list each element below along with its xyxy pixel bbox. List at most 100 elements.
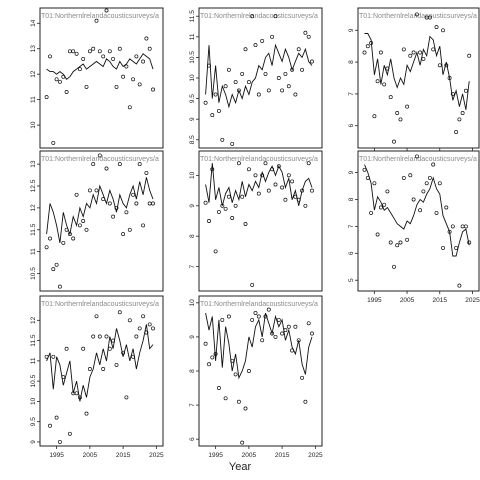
x-tick-label: 2025 [149,452,164,459]
data-point [418,208,423,213]
data-point [290,67,295,72]
y-tick-label: 9 [189,117,196,121]
data-point [382,202,387,207]
panel-frame [39,295,164,447]
data-point [362,50,367,55]
data-point [444,63,449,68]
data-point [457,283,462,288]
data-point [398,240,403,245]
data-point [460,111,465,115]
y-tick-label: 8.5 [189,135,196,144]
data-point [362,167,367,172]
data-point [104,8,109,13]
data-point [117,310,122,315]
panel-grid: T01:Northernlrelandacousticsurveys/a 10 11… [30,7,480,459]
data-point [369,210,374,215]
data-point [431,162,436,167]
panel-frame [198,7,323,149]
data-point [266,188,271,193]
data-point [81,56,86,61]
y-tick-label: 11 [30,96,37,103]
data-point [71,236,76,241]
x-tick-label: 2015 [116,452,131,459]
data-point [246,167,251,172]
data-point [77,223,82,228]
data-point [395,243,400,248]
data-point [220,203,225,208]
y-tick-label: 9 [189,204,196,208]
y-tick-label: 10.5 [30,267,37,280]
data-point [395,111,400,115]
data-point [431,47,436,52]
data-point [286,84,291,89]
panel-title: T01:Northernlrelandacousticsurveys/a [41,156,159,163]
data-point [134,54,139,59]
data-point [388,240,393,245]
y-tick-label: 11.5 [30,223,37,236]
data-point [283,328,288,333]
data-point [141,223,146,228]
data-point [427,175,432,180]
data-point [124,64,129,69]
data-point [280,88,285,93]
data-point [434,210,439,215]
y-tick-label: 7 [348,224,355,228]
y-tick-label: 11 [30,357,37,364]
data-point [226,314,231,319]
panel-title: T01:Northernlrelandacousticsurveys/a [359,13,477,20]
data-point [51,267,56,272]
panel-frame [198,295,323,447]
data-point [270,331,275,336]
data-point [306,161,311,166]
data-point [253,311,258,315]
data-point [107,201,112,206]
y-tick-label: 11.5 [30,334,37,347]
data-point [441,245,445,250]
y-tick-label: 9 [348,170,355,174]
data-point [207,362,211,367]
data-point [256,314,261,319]
data-point [94,18,99,23]
data-point [127,105,132,110]
data-point [276,317,281,322]
data-point [230,358,235,363]
data-point [84,411,89,416]
data-point [276,76,281,80]
data-point [61,240,66,245]
data-point [388,95,393,100]
data-point [57,439,62,444]
data-point [256,191,261,196]
data-point [51,140,56,145]
data-point [260,173,265,178]
data-point [243,222,248,226]
data-point [240,440,245,445]
data-point [250,317,255,322]
data-point [236,88,241,93]
data-point [296,47,301,52]
panel-frame [357,7,480,149]
y-tick-label: 10 [30,121,37,129]
data-point [54,262,59,267]
data-point [144,330,149,335]
data-point [134,201,139,206]
panel-8: T01:Northernlrelandacousticsurveys/a 6 7 8 9… [189,295,323,459]
series-line [364,164,470,257]
x-tick-label: 2015 [433,297,448,304]
data-point [137,326,142,331]
panel-3: T01:Northernlrelandacousticsurveys/a 6 7 8 9… [348,7,480,161]
data-point [111,338,116,343]
data-point [290,179,295,184]
panel-5: T01:Northernlrelandacousticsurveys/a 7 8 9 1… [189,150,323,292]
data-point [147,322,152,327]
data-point [300,67,305,72]
data-point [207,219,211,223]
data-point [213,92,218,97]
panel-frame [357,150,480,292]
data-point [210,355,215,360]
data-point [77,67,82,72]
data-point [111,56,116,61]
data-point [306,34,311,39]
data-point [421,189,426,194]
data-point [101,197,106,202]
y-tick-label: 11.5 [189,10,196,23]
